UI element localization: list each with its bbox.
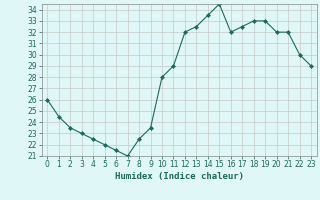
X-axis label: Humidex (Indice chaleur): Humidex (Indice chaleur) [115, 172, 244, 181]
